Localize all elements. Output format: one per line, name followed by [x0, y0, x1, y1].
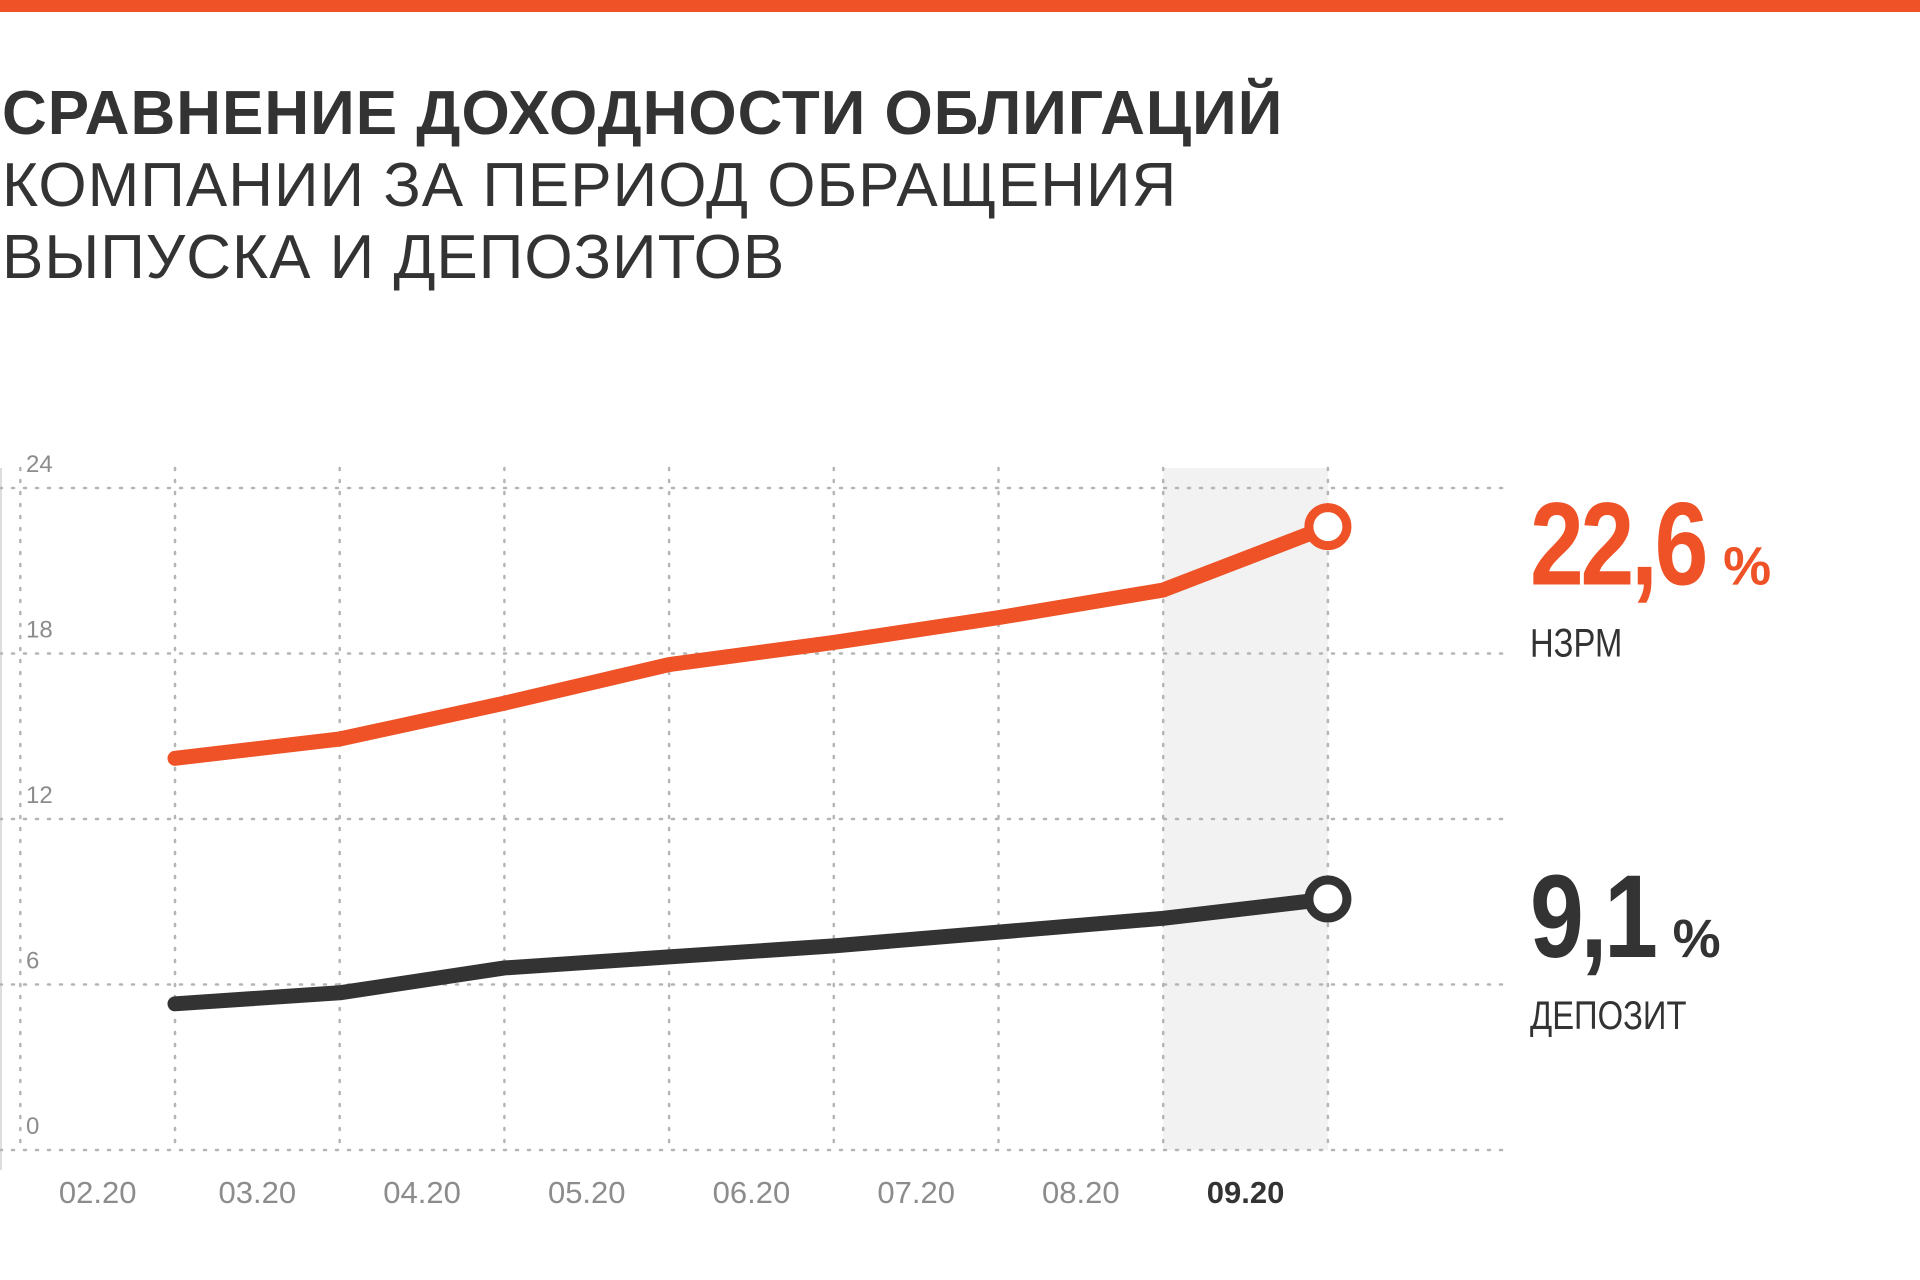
series-name-label-1: НЗРМ: [1530, 621, 1622, 666]
x-tick-label: 05.20: [548, 1175, 626, 1210]
series-name-label-2: ДЕПОЗИТ: [1530, 993, 1687, 1038]
series-end-marker-1: [1304, 503, 1352, 551]
series-end-unit-1: %: [1723, 537, 1771, 597]
x-tick-label: 03.20: [219, 1175, 297, 1210]
top-accent-bar: [0, 0, 1920, 12]
x-tick-label: 04.20: [383, 1175, 461, 1210]
x-tick-label: 02.20: [59, 1175, 137, 1210]
chart-title-line-1: СРАВНЕНИЕ ДОХОДНОСТИ ОБЛИГАЦИЙ: [2, 79, 1284, 148]
series-end-unit-2: %: [1673, 909, 1721, 969]
x-tick-label: 08.20: [1042, 1175, 1120, 1210]
series-line-1: [167, 519, 1336, 766]
series-line-2: [167, 891, 1336, 1012]
chart-title-line-3: ВЫПУСКА И ДЕПОЗИТОВ: [2, 223, 786, 292]
x-tick-label: 06.20: [713, 1175, 791, 1210]
highlight-column-bg: [1163, 468, 1328, 1150]
series-end-marker-2: [1304, 875, 1352, 923]
y-tick-label: 18: [26, 617, 53, 644]
series-end-value-1: 22,6: [1530, 477, 1706, 609]
y-tick-label: 6: [26, 948, 39, 975]
y-tick-label: 0: [26, 1113, 39, 1140]
x-tick-label: 07.20: [877, 1175, 955, 1210]
y-tick-label: 24: [26, 451, 53, 478]
chart-title-block: СРАВНЕНИЕ ДОХОДНОСТИ ОБЛИГАЦИЙ КОМПАНИИ …: [2, 78, 1502, 294]
x-tick-label: 09.20: [1207, 1175, 1285, 1210]
series-end-value-2: 9,1: [1530, 850, 1655, 982]
chart-title-line-2: КОМПАНИИ ЗА ПЕРИОД ОБРАЩЕНИЯ: [2, 151, 1178, 220]
y-tick-label: 12: [26, 782, 53, 809]
